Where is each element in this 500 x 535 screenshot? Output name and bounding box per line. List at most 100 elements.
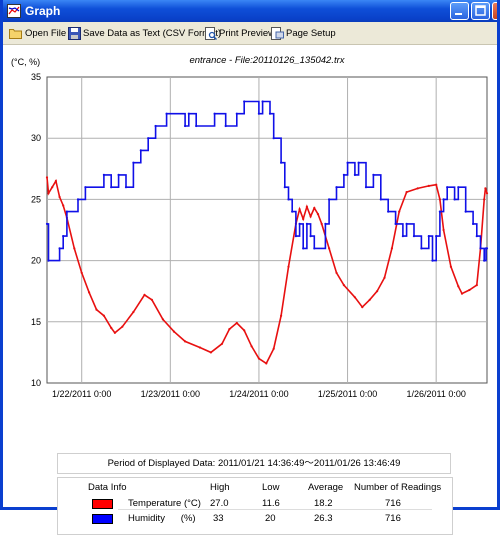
humidity-point <box>184 124 187 128</box>
page-setup-label: Page Setup <box>286 27 336 39</box>
open-file-label: Open File <box>25 27 67 39</box>
humidity-point <box>394 222 397 225</box>
open-file-button[interactable]: Open File <box>9 26 66 40</box>
humidity-point <box>302 247 305 250</box>
header-low: Low <box>262 482 280 493</box>
humidity-point <box>268 112 272 115</box>
humidity-high: 33 <box>213 513 224 524</box>
humidity-point <box>294 235 297 238</box>
folder-icon <box>9 29 22 39</box>
temperature-point <box>88 291 91 294</box>
minimize-button[interactable] <box>450 2 469 20</box>
temperature-point <box>353 296 356 299</box>
temperature-point <box>184 340 187 343</box>
humidity-point <box>224 124 227 128</box>
temperature-point <box>449 265 452 268</box>
print-preview-button[interactable]: Print Preview <box>204 26 275 40</box>
humidity-point <box>110 186 113 189</box>
temperature-point <box>51 186 54 189</box>
humidity-point <box>357 161 360 164</box>
temperature-point <box>220 342 224 345</box>
humidity-point <box>272 137 275 140</box>
temperature-point <box>58 195 61 199</box>
humidity-point <box>405 222 408 225</box>
humidity-point <box>117 173 120 176</box>
temperature-point <box>483 198 486 201</box>
humidity-point <box>313 247 316 250</box>
temperature-point <box>280 314 283 317</box>
temperature-point <box>54 179 58 183</box>
header-readings: Number of Readings <box>354 482 442 493</box>
humidity-point <box>47 259 50 262</box>
x-tick-label: 1/26/2011 0:00 <box>406 389 465 399</box>
humidity-point <box>132 161 135 164</box>
humidity-point <box>305 222 308 225</box>
toolbar: Open File Save Data as Text (CSV Format)… <box>3 22 497 45</box>
temperature-point <box>361 306 364 309</box>
humidity-point <box>124 186 128 189</box>
y-axis-label: (°C, %) <box>11 57 40 67</box>
humidity-point <box>324 222 327 225</box>
temperature-point <box>468 288 471 292</box>
temperature-point <box>313 206 316 210</box>
temperature-point <box>442 228 445 232</box>
humidity-point <box>346 161 349 164</box>
humidity-point <box>485 247 489 250</box>
humidity-point <box>84 186 87 189</box>
temperature-point <box>47 192 50 195</box>
maximize-button[interactable] <box>471 2 490 20</box>
y-tick-label: 20 <box>31 256 41 266</box>
temperature-point <box>257 357 260 360</box>
temperature-average: 18.2 <box>314 498 333 509</box>
temperature-swatch <box>92 499 113 509</box>
humidity-point <box>457 186 460 189</box>
temperature-point <box>272 347 275 350</box>
humidity-point <box>235 112 238 115</box>
close-button[interactable] <box>492 2 497 20</box>
temperature-point <box>309 215 312 218</box>
temperature-point <box>342 284 345 287</box>
humidity-point <box>342 173 345 176</box>
graph-area: entrance - File:20110126_135042.trx (°C, … <box>3 45 497 535</box>
title-bar[interactable]: Graph <box>3 0 497 22</box>
temperature-point <box>316 213 320 216</box>
humidity-point <box>309 235 312 238</box>
temperature-point <box>198 346 201 349</box>
humidity-point <box>195 124 198 128</box>
temperature-point <box>376 290 379 293</box>
humidity-series-line <box>47 100 487 262</box>
plot-frame <box>46 76 488 384</box>
x-tick-label: 1/23/2011 0:00 <box>141 389 200 399</box>
temperature-point <box>298 208 301 211</box>
humidity-point <box>438 210 441 213</box>
temperature-point <box>484 187 487 190</box>
humidity-point <box>243 100 246 103</box>
temperature-point <box>209 351 212 354</box>
temperature-point <box>368 298 371 301</box>
temperature-point <box>390 247 393 250</box>
humidity-point <box>283 186 286 189</box>
humidity-point <box>291 210 294 213</box>
line-chart: entrance - File:20110126_135042.trx (°C, … <box>11 55 489 399</box>
humidity-point <box>479 247 482 250</box>
humidity-point <box>420 247 423 250</box>
floppy-disk-icon <box>68 26 81 40</box>
temperature-point <box>398 210 401 213</box>
humidity-swatch <box>92 514 113 524</box>
page-setup-button[interactable]: Page Setup <box>271 26 336 40</box>
temperature-series-line <box>46 177 488 365</box>
humidity-point <box>257 112 260 115</box>
temperature-point <box>457 285 460 288</box>
temperature-point <box>102 314 105 317</box>
temperature-point <box>475 284 478 287</box>
humidity-point <box>353 173 356 176</box>
header-average: Average <box>308 482 344 493</box>
temperature-point <box>435 183 438 186</box>
humidity-point <box>335 186 338 189</box>
temperature-readings: 716 <box>385 498 401 509</box>
humidity-readings: 716 <box>385 513 401 524</box>
minimize-icon <box>455 13 462 15</box>
save-text-button[interactable]: Save Data as Text (CSV Format) <box>68 26 221 40</box>
temperature-point <box>383 276 386 279</box>
maximize-icon <box>475 5 486 16</box>
